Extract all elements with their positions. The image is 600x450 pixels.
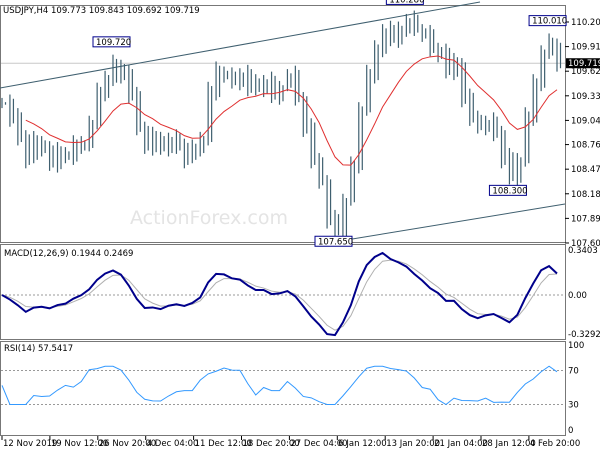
price-annotation-box: [528, 15, 567, 27]
price-annotation-box: [488, 184, 527, 196]
price-annotation-box: [314, 235, 353, 247]
macd-pane: [0, 244, 566, 340]
time-tick-label: 27 Dec 04:00: [290, 439, 347, 449]
price-tick-label: 109.045: [571, 116, 600, 126]
watermark: ActionForex.com: [130, 207, 288, 229]
macd-tick-label: 0.3403: [568, 246, 598, 256]
moving-average-line: [25, 55, 558, 166]
rsi-tick-label: 30: [568, 401, 579, 411]
price-tick-label: 110.205: [571, 18, 600, 28]
price-tick-label: 108.760: [571, 141, 600, 151]
time-tick-label: 6 Jan 12:00: [338, 439, 386, 449]
time-tick-label: 12 Nov 2019: [3, 439, 57, 449]
macd-line: [1, 251, 558, 337]
price-tick-label: 108.180: [571, 190, 600, 200]
macd-title: MACD(12,26,9) 0.1944 0.2469: [4, 249, 133, 259]
price-tick-label: 107.890: [571, 214, 600, 224]
time-tick-label: 4 Dec 04:00: [147, 439, 199, 449]
time-tick-label: 19 Nov 12:00: [51, 439, 108, 449]
time-tick-label: 18 Dec 20:00: [243, 439, 300, 449]
rsi-pane: [0, 341, 566, 436]
price-annotation: 107.650: [318, 237, 353, 247]
price-tick-label: 109.335: [571, 92, 600, 102]
price-annotation: 109.720: [96, 38, 131, 48]
price-annotation-box: [92, 36, 131, 48]
price-tick-label: 109.915: [571, 43, 600, 53]
lower-trendline: [339, 203, 566, 242]
main-pane: [0, 5, 566, 243]
time-tick-label: 21 Jan 04:00: [434, 439, 488, 449]
rsi-tick-label: 100: [568, 341, 584, 351]
rsi-tick-label: 70: [568, 367, 579, 377]
price-annotation-box: [385, 0, 424, 5]
upper-trendline: [0, 1, 481, 89]
current-price-box: [566, 58, 600, 69]
rsi-line: [1, 365, 558, 406]
macd-tick-label: 0.00: [568, 291, 587, 301]
time-tick-label: 26 Nov 20:00: [99, 439, 156, 449]
time-tick-label: 4 Feb 20:00: [530, 439, 580, 449]
price-annotation: 108.300: [492, 186, 527, 196]
price-tick-label: 107.600: [571, 239, 600, 249]
rsi-tick-label: 0: [568, 426, 573, 436]
symbol-header: USDJPY,H4 109.773 109.843 109.692 109.71…: [3, 6, 200, 16]
current-price-label: 109.719: [568, 59, 600, 69]
price-annotation: 110.280: [389, 0, 424, 5]
macd-tick-label: -0.3292: [568, 330, 600, 340]
time-tick-label: 28 Jan 12:00: [482, 439, 536, 449]
price-annotation: 110.010: [532, 17, 567, 27]
rsi-title: RSI(14) 57.5417: [4, 344, 73, 354]
macd-signal-line: [1, 259, 558, 331]
price-tick-label: 108.470: [571, 165, 600, 175]
price-tick-label: 109.625: [571, 67, 600, 77]
time-tick-label: 13 Jan 20:00: [386, 439, 440, 449]
time-tick-label: 11 Dec 12:00: [195, 439, 252, 449]
